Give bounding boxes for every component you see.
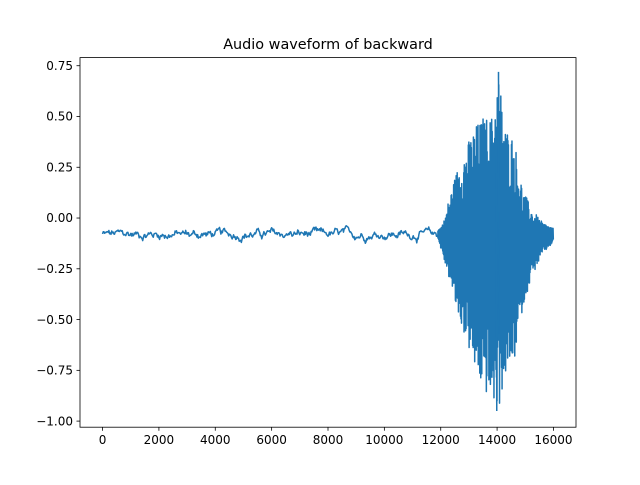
y-tick-label: 0.75 [46, 59, 73, 73]
x-tick-label: 16000 [534, 433, 572, 447]
x-tick-label: 14000 [478, 433, 516, 447]
x-tick-label: 12000 [422, 433, 460, 447]
x-tick-label: 10000 [365, 433, 403, 447]
waveform-peak [499, 72, 500, 334]
x-tick-label: 0 [99, 433, 107, 447]
y-tick-label: −0.50 [36, 313, 73, 327]
waveform-trough [496, 145, 497, 411]
y-tick-label: −0.75 [36, 364, 73, 378]
y-tick-label: −1.00 [36, 414, 73, 428]
y-tick-label: −0.25 [36, 262, 73, 276]
x-tick-label: 8000 [313, 433, 344, 447]
y-tick-label: 0.00 [46, 211, 73, 225]
chart-title: Audio waveform of backward [223, 37, 433, 53]
x-tick-label: 4000 [200, 433, 231, 447]
x-tick-label: 6000 [256, 433, 287, 447]
x-tick-label: 2000 [144, 433, 175, 447]
y-tick-label: 0.25 [46, 160, 73, 174]
y-tick-label: 0.50 [46, 110, 73, 124]
